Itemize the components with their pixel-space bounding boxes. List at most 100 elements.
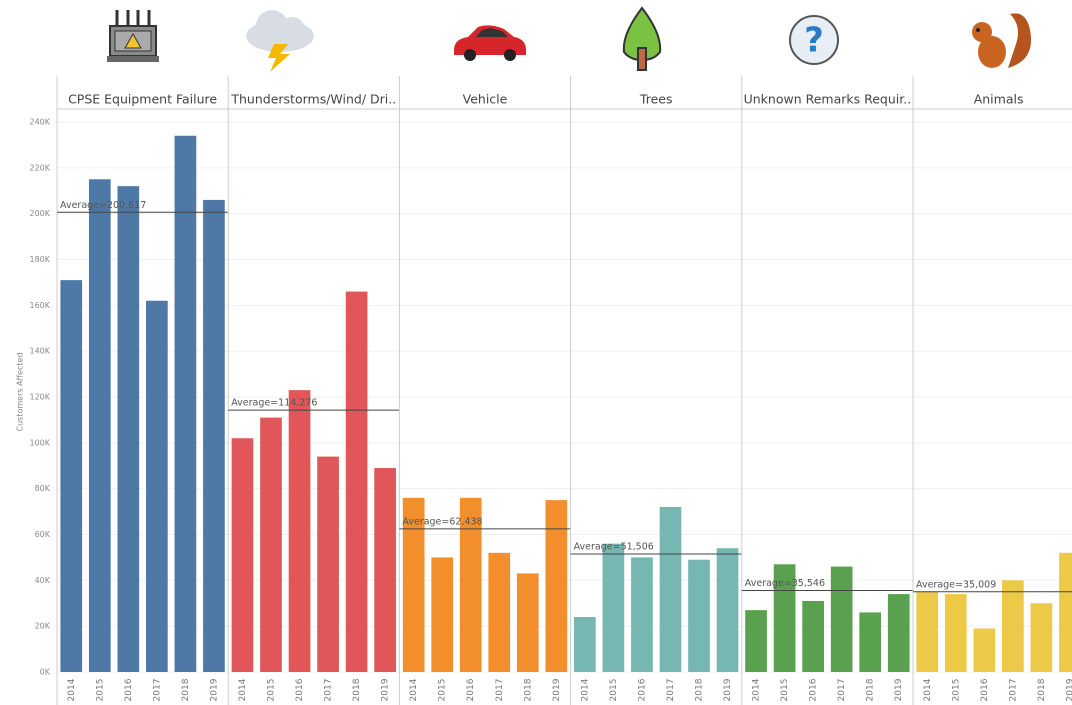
average-label: Average=35,009 — [916, 579, 996, 590]
panel-title: Thunderstorms/Wind/ Dri.. — [230, 92, 396, 107]
bar — [717, 548, 739, 672]
x-tick-label: 2017 — [324, 679, 334, 702]
x-tick-label: 2019 — [723, 678, 733, 701]
panel-title: Animals — [974, 92, 1024, 107]
y-tick-label: 40K — [35, 576, 51, 585]
x-tick-label: 2014 — [923, 678, 933, 701]
y-tick-label: 240K — [29, 118, 50, 127]
x-tick-label: 2017 — [1008, 679, 1018, 702]
x-tick-label: 2018 — [866, 678, 876, 701]
bar — [973, 628, 995, 672]
y-tick-label: 0K — [40, 668, 51, 677]
bar — [603, 544, 625, 672]
bar — [1059, 553, 1072, 672]
y-tick-label: 100K — [29, 438, 50, 447]
bar — [374, 468, 396, 672]
y-axis-label: Customers Affected — [16, 352, 25, 431]
bar — [688, 560, 710, 672]
x-tick-label: 2019 — [381, 678, 391, 701]
average-label: Average=35,546 — [745, 578, 825, 589]
x-tick-label: 2015 — [267, 679, 277, 702]
bar — [1002, 580, 1024, 672]
panel-title: Trees — [639, 92, 673, 107]
bar — [175, 136, 197, 672]
bar — [89, 179, 111, 672]
y-tick-label: 220K — [29, 163, 50, 172]
y-tick-label: 120K — [29, 393, 50, 402]
x-tick-label: 2016 — [637, 678, 647, 701]
x-tick-label: 2017 — [837, 679, 847, 702]
bar — [346, 292, 368, 672]
panel-title: Unknown Remarks Requir.. — [744, 92, 912, 107]
x-tick-label: 2018 — [181, 678, 191, 701]
tree-icon — [624, 8, 660, 70]
car-icon — [454, 25, 526, 61]
x-tick-label: 2017 — [495, 679, 505, 702]
x-tick-label: 2018 — [523, 678, 533, 701]
bar — [517, 573, 539, 672]
bar — [660, 507, 682, 672]
bar — [859, 612, 881, 672]
bar — [745, 610, 767, 672]
y-tick-label: 80K — [35, 484, 51, 493]
bar — [916, 592, 938, 672]
x-tick-label: 2015 — [609, 679, 619, 702]
panel-title: Vehicle — [463, 92, 508, 107]
transformer-icon — [107, 10, 159, 62]
bar — [488, 553, 510, 672]
bar — [431, 557, 453, 672]
x-tick-label: 2017 — [666, 679, 676, 702]
y-tick-label: 180K — [29, 255, 50, 264]
x-tick-label: 2019 — [894, 678, 904, 701]
x-tick-label: 2016 — [466, 678, 476, 701]
x-tick-label: 2018 — [352, 678, 362, 701]
average-label: Average=62,438 — [402, 516, 482, 527]
x-tick-label: 2018 — [1037, 678, 1047, 701]
x-tick-label: 2019 — [209, 678, 219, 701]
x-tick-label: 2015 — [951, 679, 961, 702]
panel-title: CPSE Equipment Failure — [68, 92, 217, 107]
chart: ? Customers Affected 0K 20K 40K 60K 80K 100K 1… — [0, 0, 1072, 705]
bar — [1031, 603, 1053, 672]
x-tick-label: 2018 — [695, 678, 705, 701]
x-tick-label: 2016 — [809, 678, 819, 701]
bar — [203, 200, 225, 672]
bar — [574, 617, 596, 672]
average-label: Average=114,276 — [231, 398, 317, 409]
x-tick-label: 2015 — [438, 679, 448, 702]
svg-text:?: ? — [804, 21, 824, 61]
x-tick-label: 2014 — [238, 678, 248, 701]
bar — [545, 500, 567, 672]
bar — [888, 594, 910, 672]
x-tick-label: 2014 — [409, 678, 419, 701]
x-tick-label: 2017 — [152, 679, 162, 702]
bar — [317, 457, 339, 672]
x-tick-label: 2015 — [95, 679, 105, 702]
y-tick-label: 200K — [29, 209, 50, 218]
icons: ? — [107, 8, 1031, 72]
y-tick-label: 20K — [35, 622, 51, 631]
x-tick-label: 2019 — [1065, 678, 1072, 701]
y-tick-label: 140K — [29, 347, 50, 356]
bar — [260, 418, 282, 672]
question-icon: ? — [790, 16, 838, 64]
bar — [60, 280, 82, 672]
storm-icon — [246, 10, 314, 72]
x-tick-label: 2014 — [67, 678, 77, 701]
bar — [945, 594, 967, 672]
x-tick-label: 2016 — [295, 678, 305, 701]
bar — [802, 601, 824, 672]
bar — [831, 567, 853, 672]
x-tick-label: 2019 — [552, 678, 562, 701]
bar — [146, 301, 168, 672]
x-tick-label: 2016 — [980, 678, 990, 701]
x-tick-label: 2014 — [580, 678, 590, 701]
average-label: Average=51,506 — [574, 541, 654, 552]
y-tick-label: 160K — [29, 301, 50, 310]
average-label: Average=200,617 — [60, 200, 146, 211]
squirrel-icon — [972, 13, 1031, 68]
y-tick-label: 60K — [35, 530, 51, 539]
x-tick-label: 2014 — [752, 678, 762, 701]
bar — [232, 438, 254, 672]
bar — [631, 557, 653, 672]
